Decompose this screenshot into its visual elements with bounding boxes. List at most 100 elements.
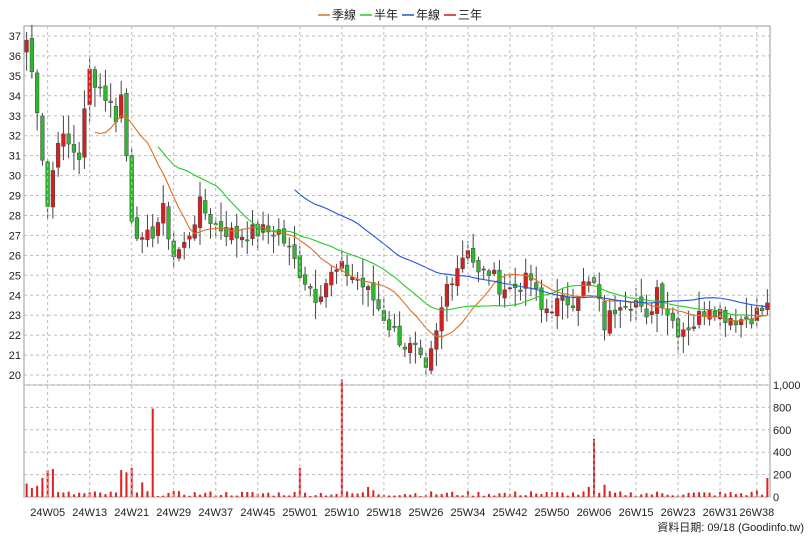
- candle-body: [665, 308, 670, 316]
- x-tick-label: 25W10: [324, 507, 359, 519]
- price-tick-label: 26: [9, 250, 21, 262]
- volume-bar: [372, 490, 375, 497]
- x-tick-label: 24W21: [114, 507, 149, 519]
- x-tick-label: 24W29: [156, 507, 191, 519]
- volume-bar: [314, 495, 317, 497]
- volume-bar: [41, 477, 44, 497]
- volume-bar: [72, 494, 75, 497]
- volume-bar: [141, 482, 144, 497]
- volume-panel: 0 200 400 600 800 1,000: [23, 379, 801, 504]
- volume-bar: [309, 496, 312, 497]
- volume-bar: [272, 495, 275, 497]
- volume-bar: [398, 495, 401, 497]
- volume-tick-label: 600: [773, 425, 791, 437]
- volume-bar: [514, 491, 517, 497]
- candle-body: [739, 319, 744, 326]
- x-tick-label: 26W31: [703, 507, 738, 519]
- volume-bar: [451, 491, 454, 497]
- candle-body: [728, 318, 733, 326]
- candle-body: [681, 329, 686, 337]
- x-tick-label: 26W06: [577, 507, 612, 519]
- volume-bar: [761, 494, 764, 497]
- candle-body: [203, 200, 208, 214]
- candle-body: [549, 311, 555, 314]
- volume-bar: [577, 494, 580, 497]
- candle-body: [218, 221, 224, 232]
- candle-body: [760, 307, 765, 311]
- volume-bar: [414, 493, 417, 497]
- price-tick-label: 28: [9, 210, 21, 222]
- volume-bar: [403, 494, 406, 497]
- ma-year-line: [294, 189, 768, 308]
- volume-tick-label: 1,000: [773, 380, 801, 392]
- candle-body: [702, 311, 707, 317]
- volume-bar: [603, 484, 606, 497]
- volume-bar: [188, 495, 191, 497]
- candle-body: [182, 242, 187, 248]
- candle-body: [61, 133, 66, 147]
- volume-bar: [393, 495, 396, 497]
- volume-bar: [540, 494, 543, 497]
- candle-body: [145, 229, 150, 240]
- candle-body: [360, 277, 365, 288]
- volume-bar: [503, 492, 506, 497]
- legend-label-3: 三年: [458, 8, 482, 22]
- x-tick-label: 25W01: [282, 507, 317, 519]
- volume-bar: [472, 495, 475, 497]
- volume-bar: [120, 470, 123, 497]
- legend-label-1: 半年: [374, 8, 398, 22]
- volume-bar: [193, 492, 196, 497]
- candle-body: [108, 100, 113, 103]
- candle-body: [444, 284, 449, 307]
- volume-bar: [708, 492, 711, 497]
- volume-bar: [335, 493, 338, 497]
- volume-bar: [304, 492, 307, 497]
- volume-bar: [151, 408, 154, 497]
- price-tick-label: 25: [9, 270, 21, 282]
- candle-body: [56, 143, 61, 168]
- volume-bar: [377, 494, 380, 497]
- candle-body: [35, 72, 40, 113]
- candle-body: [429, 348, 434, 371]
- price-tick-label: 23: [9, 310, 21, 322]
- ma-quarter-line: [94, 115, 768, 338]
- price-tick-label: 32: [9, 131, 21, 143]
- price-tick-label: 21: [9, 350, 21, 362]
- candle-body: [507, 287, 513, 289]
- price-tick-label: 31: [9, 151, 21, 163]
- volume-bar: [687, 492, 690, 497]
- candle-body: [707, 308, 712, 320]
- volume-bar: [183, 494, 186, 497]
- candle-body: [40, 115, 45, 161]
- volume-bar: [198, 494, 201, 497]
- candle-body: [329, 271, 334, 286]
- volume-bar: [114, 492, 117, 497]
- candle-body: [281, 228, 287, 244]
- candle-body: [334, 269, 339, 272]
- volume-bar: [204, 492, 207, 497]
- candle-body: [623, 305, 628, 308]
- volume-tick-label: 0: [773, 492, 779, 504]
- source-note: 資料日期: 09/18 (Goodinfo.tw): [657, 520, 804, 534]
- volume-bar: [682, 494, 685, 497]
- candle-body: [476, 260, 481, 273]
- volume-bar: [419, 496, 422, 497]
- price-tick-label: 22: [9, 330, 21, 342]
- volume-bar: [445, 492, 448, 497]
- candle-body: [66, 133, 71, 145]
- volume-bar: [734, 493, 737, 497]
- volume-bar: [319, 492, 322, 497]
- candle-body: [245, 239, 250, 242]
- candle-body: [239, 236, 245, 241]
- candle-body: [471, 248, 476, 263]
- volume-bar: [556, 492, 559, 497]
- volume-bar: [230, 495, 233, 497]
- price-tick-label: 36: [9, 51, 21, 63]
- candle-body: [229, 227, 234, 241]
- volume-bar: [440, 494, 443, 497]
- candle-body: [292, 244, 297, 259]
- volume-bar: [62, 492, 65, 497]
- volume-bar: [461, 495, 464, 497]
- volume-bar: [225, 492, 228, 497]
